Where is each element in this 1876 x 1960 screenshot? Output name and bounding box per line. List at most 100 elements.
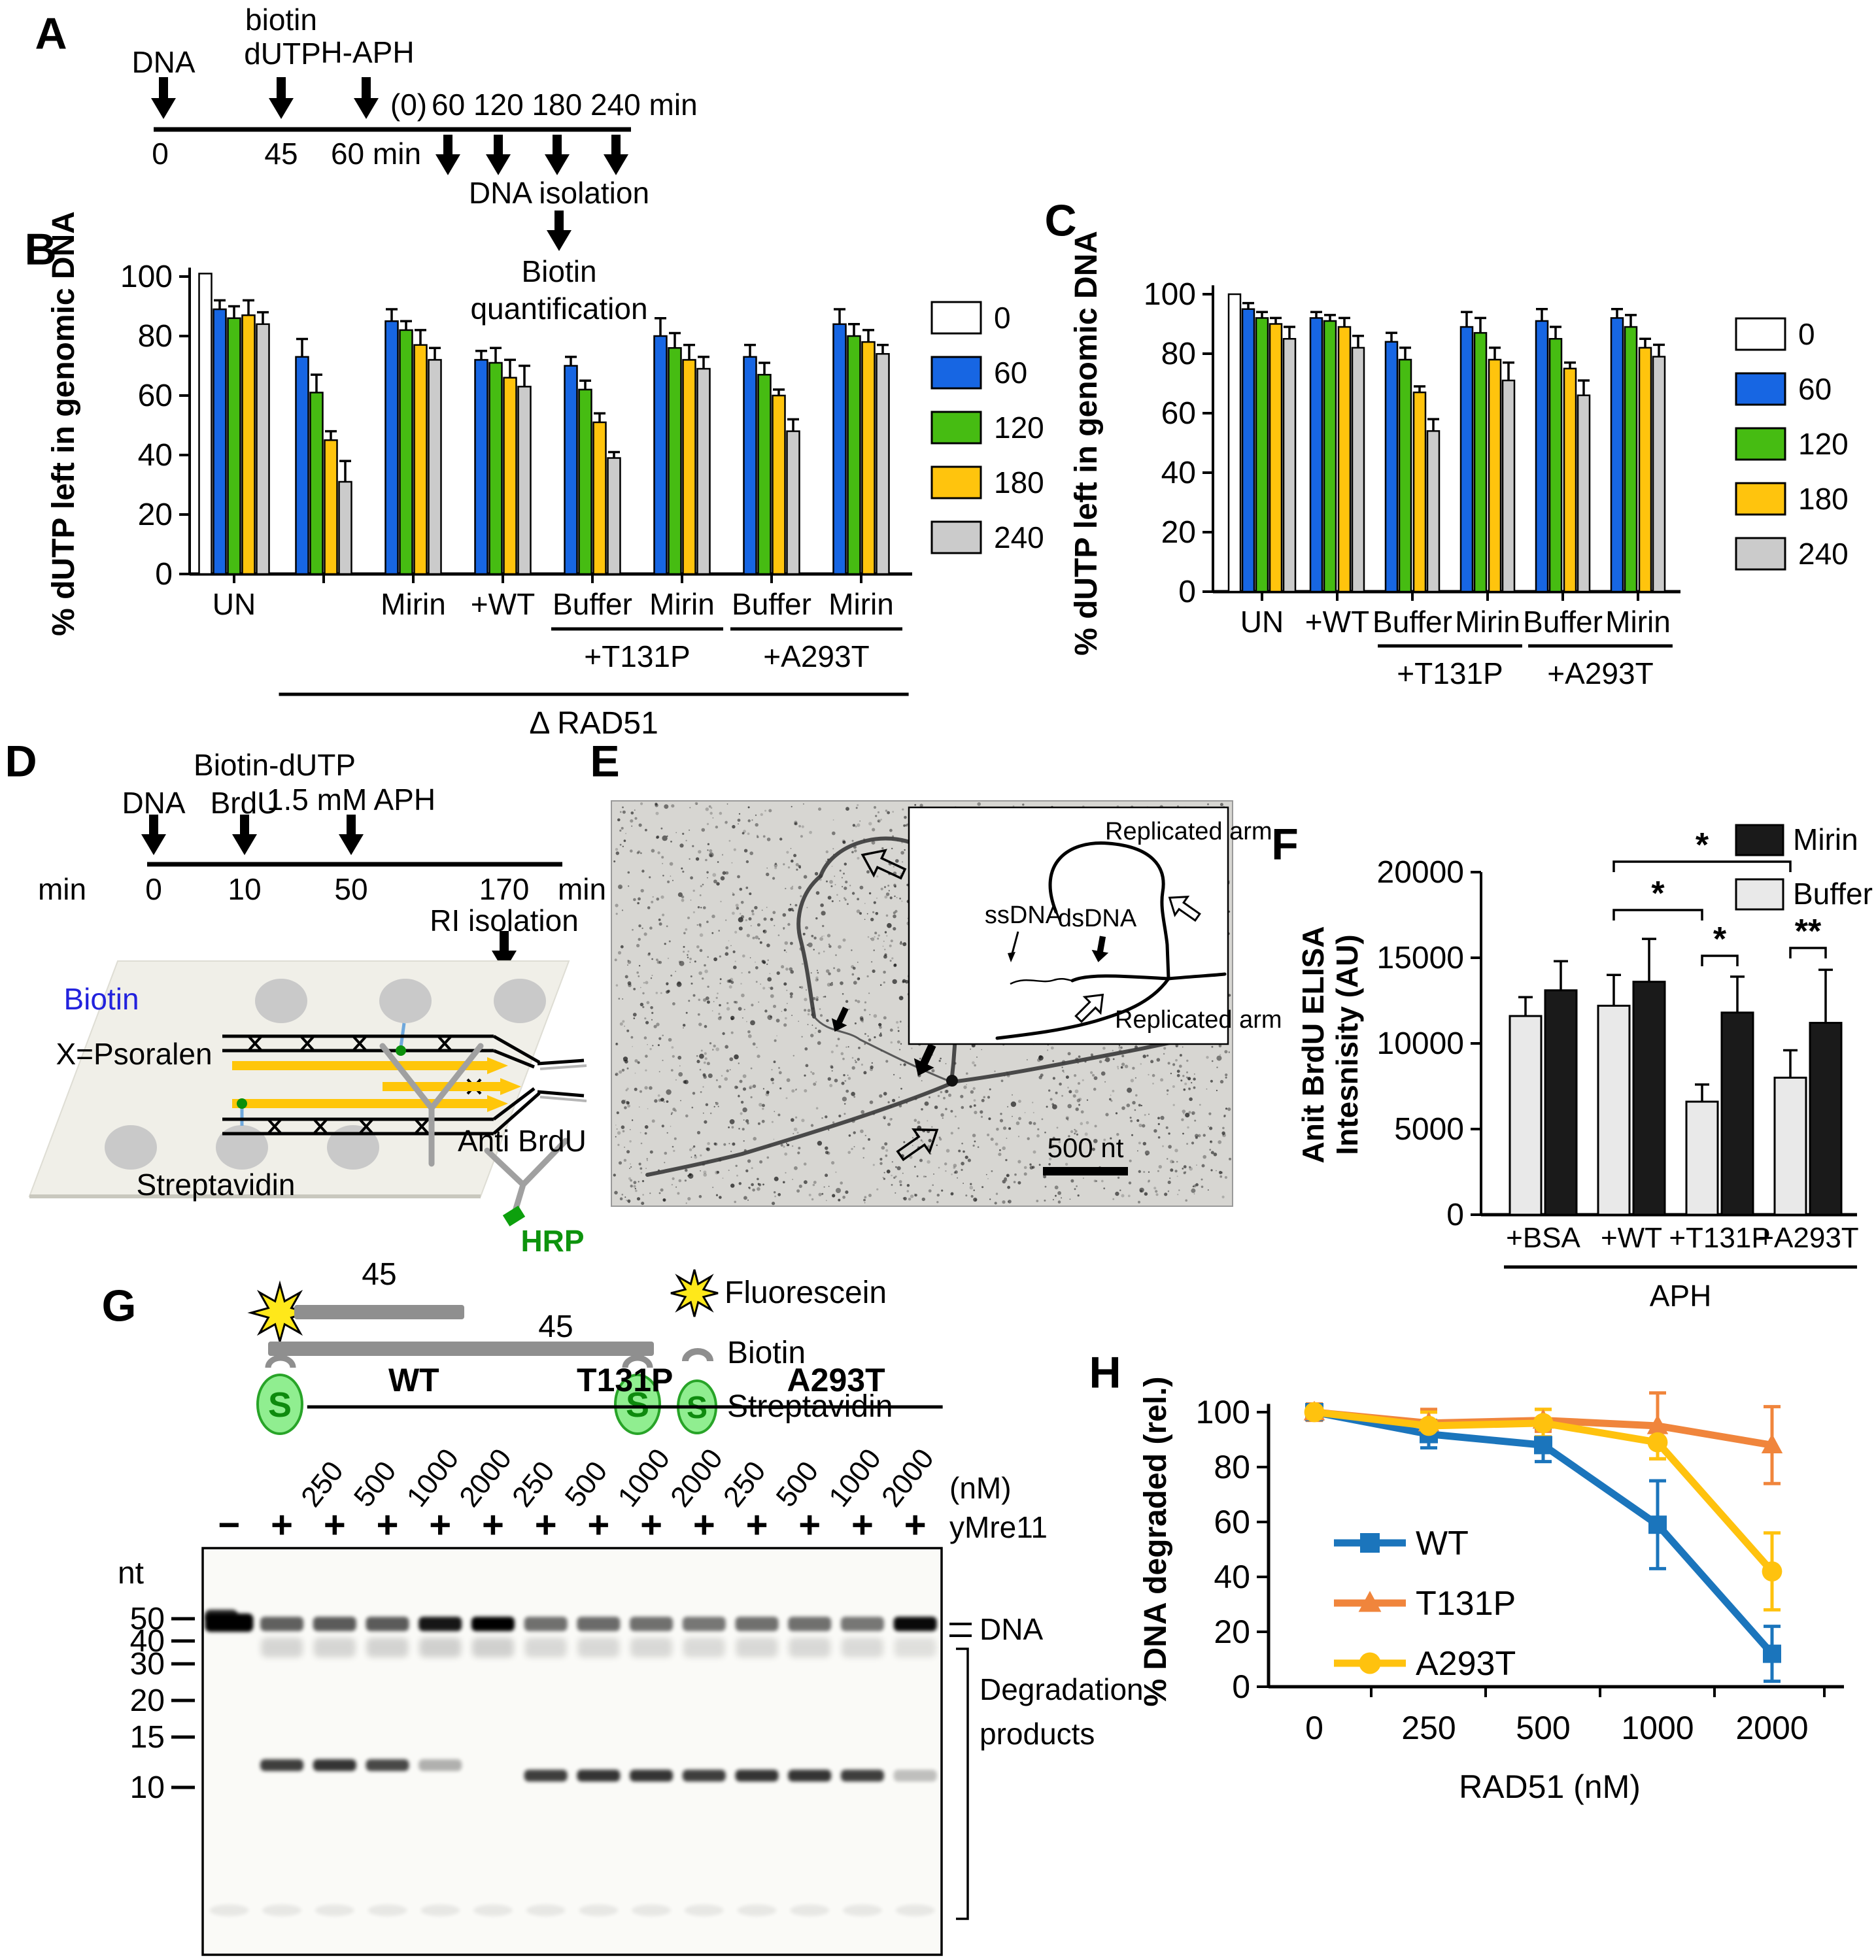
- panel-letter-a: A: [35, 8, 67, 59]
- label-d-0: 0: [145, 871, 162, 906]
- substrate-schematic-and-gel: S S SWT T131P A293T− +250+500+1000+2000+250+5…: [118, 1269, 1144, 1956]
- label-dna: DNA: [131, 44, 196, 79]
- svg-text:+: +: [271, 1504, 293, 1546]
- label-ri-isolation: RI isolation: [430, 903, 579, 938]
- svg-text:240: 240: [1798, 537, 1849, 571]
- svg-text:Buffer: Buffer: [1523, 605, 1603, 639]
- elisa-diagram-graphics: [28, 815, 587, 1226]
- svg-text:WT: WT: [388, 1362, 439, 1398]
- label-t45: 45: [264, 136, 298, 171]
- svg-text:S: S: [268, 1385, 292, 1425]
- svg-text:(nM): (nM): [949, 1471, 1012, 1505]
- svg-text:5000: 5000: [1394, 1112, 1464, 1147]
- svg-text:60: 60: [1798, 372, 1832, 406]
- svg-text:1000: 1000: [823, 1443, 887, 1513]
- label-timepoints: 60 120 180 240 min: [432, 87, 698, 122]
- svg-text:100: 100: [1196, 1394, 1250, 1430]
- svg-text:0: 0: [994, 301, 1011, 335]
- svg-text:500 nt: 500 nt: [1048, 1132, 1124, 1163]
- panel-letter-e: E: [590, 736, 620, 786]
- svg-text:+A293T: +A293T: [763, 639, 869, 673]
- label-d-min-left: min: [37, 871, 87, 906]
- svg-text:30: 30: [130, 1647, 165, 1681]
- svg-text:80: 80: [138, 319, 173, 354]
- label-biotin: biotin: [245, 2, 317, 37]
- panel-letter-c: C: [1044, 195, 1077, 246]
- svg-text:Replicated arm: Replicated arm: [1115, 1006, 1282, 1034]
- label-g-biotin: Biotin: [727, 1335, 806, 1370]
- svg-text:yMre11: yMre11: [949, 1510, 1048, 1544]
- label-biotin-quant-1: Biotin: [521, 254, 597, 288]
- svg-text:+T131P: +T131P: [1397, 656, 1503, 690]
- svg-text:products: products: [980, 1717, 1095, 1751]
- svg-text:Mirin: Mirin: [1455, 605, 1520, 639]
- svg-text:1000: 1000: [400, 1443, 465, 1513]
- svg-text:0: 0: [1446, 1198, 1464, 1232]
- svg-text:15: 15: [130, 1720, 165, 1755]
- label-zero-paren: (0): [390, 87, 428, 122]
- svg-text:250: 250: [1401, 1710, 1456, 1746]
- svg-text:0: 0: [1798, 317, 1815, 351]
- svg-text:UN: UN: [1240, 605, 1284, 639]
- svg-text:+: +: [851, 1504, 874, 1546]
- svg-text:20: 20: [1161, 515, 1196, 550]
- svg-text:0: 0: [1178, 575, 1196, 609]
- svg-text:+: +: [535, 1504, 557, 1546]
- svg-text:50: 50: [130, 1602, 165, 1636]
- svg-text:Replicated arm: Replicated arm: [1105, 818, 1272, 845]
- svg-text:Mirin: Mirin: [1793, 822, 1858, 856]
- svg-text:A293T: A293T: [787, 1362, 885, 1398]
- label-fluorescein: Fluorescein: [725, 1275, 887, 1310]
- svg-text:+: +: [324, 1504, 346, 1546]
- svg-text:Mirin: Mirin: [828, 587, 894, 621]
- svg-text:0: 0: [1232, 1668, 1250, 1705]
- svg-text:180: 180: [994, 465, 1044, 499]
- chart-c-ylabel: % dUTP left in genomic DNA: [1068, 231, 1104, 656]
- svg-text:180: 180: [1798, 482, 1849, 516]
- timeline-a-graphics: [151, 77, 631, 251]
- label-biotin-dutp: Biotin-dUTP: [194, 747, 356, 782]
- panel-letter-h: H: [1089, 1347, 1121, 1398]
- chart-b-ylabel: % dUTP left in genomic DNA: [46, 211, 81, 636]
- svg-text:0: 0: [155, 557, 173, 592]
- label-d-50: 50: [334, 871, 368, 906]
- svg-text:+: +: [693, 1504, 715, 1546]
- svg-text:60: 60: [1214, 1504, 1250, 1540]
- svg-text:S: S: [626, 1385, 649, 1425]
- svg-text:100: 100: [1144, 277, 1196, 312]
- svg-text:+: +: [429, 1504, 451, 1546]
- svg-text:APH: APH: [1650, 1279, 1712, 1313]
- svg-text:Buffer: Buffer: [732, 587, 811, 621]
- svg-text:+WT: +WT: [1601, 1222, 1662, 1254]
- svg-text:+A293T: +A293T: [1547, 656, 1653, 690]
- label-d-170: 170: [479, 871, 530, 906]
- svg-text:dsDNA: dsDNA: [1058, 905, 1137, 932]
- svg-text:+T131P: +T131P: [584, 639, 690, 673]
- svg-text:+WT: +WT: [471, 587, 535, 621]
- svg-text:2000: 2000: [453, 1443, 518, 1513]
- label-d-brdu: BrdU: [210, 785, 279, 820]
- svg-text:+A293T: +A293T: [1757, 1222, 1858, 1254]
- svg-text:40: 40: [1214, 1559, 1250, 1595]
- label-psoralen: X=Psoralen: [56, 1036, 213, 1071]
- svg-text:DNA: DNA: [980, 1612, 1043, 1646]
- label-hrp: HRP: [520, 1223, 585, 1258]
- panel-letter-d: D: [5, 736, 37, 786]
- svg-text:20000: 20000: [1377, 855, 1464, 890]
- svg-text:−: −: [218, 1504, 240, 1546]
- label-anti-brdu: Anti BrdU: [458, 1123, 587, 1158]
- label-t60: 60 min: [330, 136, 422, 171]
- chart-f: 0 5000 10000 15000 20000 +BSA +WT +T131P+A293T A…: [1377, 822, 1873, 1313]
- svg-text:40: 40: [130, 1624, 165, 1659]
- label-g-45-bottom: 45: [538, 1309, 573, 1344]
- svg-text:500: 500: [1516, 1710, 1570, 1746]
- svg-text:40: 40: [138, 438, 173, 473]
- svg-text:+WT: +WT: [1305, 605, 1369, 639]
- svg-text:*: *: [1713, 921, 1727, 958]
- label-g-streptavidin: Streptavidin: [727, 1389, 893, 1424]
- svg-text:2000: 2000: [664, 1443, 729, 1513]
- svg-text:**: **: [1795, 913, 1822, 951]
- svg-text:2000: 2000: [876, 1443, 940, 1513]
- svg-text:Mirin: Mirin: [1605, 605, 1671, 639]
